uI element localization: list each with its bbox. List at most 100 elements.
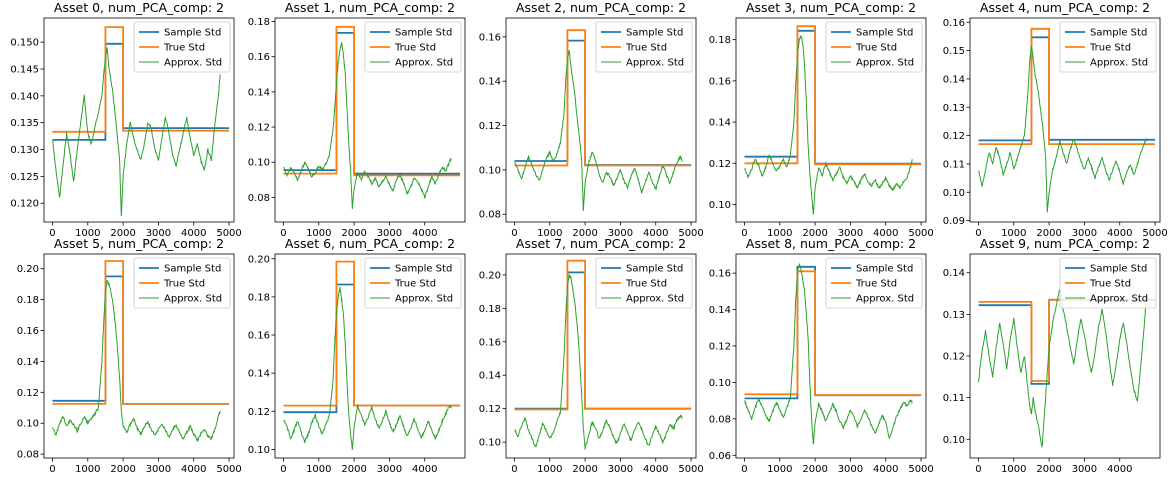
x-tick-label: 4000	[181, 464, 206, 475]
legend-sample-std-label: Sample Std	[626, 28, 683, 39]
x-tick-label: 3000	[838, 464, 863, 475]
plot-lines	[283, 25, 461, 210]
y-tick-label: 0.18	[248, 292, 270, 303]
y-tick-label: 0.18	[17, 295, 39, 306]
sample-std-line	[978, 298, 1156, 385]
x-tick-label: 2000	[572, 228, 597, 239]
legend-approx-std-label: Approx. Std	[164, 58, 222, 69]
x-tick-label: 3000	[377, 464, 402, 475]
legend-approx-std-label: Approx. Std	[395, 294, 453, 305]
legend: Sample Std True Std Approx. Std	[595, 257, 693, 309]
y-tick-label: 0.20	[479, 270, 501, 281]
x-tick-label: 5000	[216, 464, 241, 475]
legend-box	[1059, 21, 1157, 73]
plot-lines	[744, 262, 922, 445]
x-tick-label: 4000	[643, 464, 668, 475]
true-std-line	[514, 29, 692, 167]
x-tick-label: 3000	[146, 228, 171, 239]
x-tick-label: 0	[49, 228, 55, 239]
plot-lines	[283, 260, 461, 450]
subplot-title: Asset 2, num_PCA_comp: 2	[516, 0, 686, 15]
approx-std-line	[514, 50, 683, 211]
x-tick-label: 5000	[678, 228, 703, 239]
legend: Sample Std True Std Approx. Std	[825, 257, 923, 309]
sample-std-line	[52, 42, 230, 141]
x-tick-label: 4000	[873, 228, 898, 239]
true-std-line	[52, 26, 230, 133]
y-tick-label: 0.11	[943, 393, 965, 404]
x-tick-label: 0	[741, 464, 747, 475]
legend-true-std-label: True Std	[394, 279, 436, 290]
x-tick-label: 0	[975, 228, 981, 239]
x-tick-label: 4000	[873, 464, 898, 475]
subplot-8: Asset 8, num_PCA_comp: 2 0 1000 2000 3000 400…	[709, 236, 934, 475]
axes-frame	[735, 253, 927, 459]
y-tick-label: 0.10	[248, 158, 270, 169]
y-tick-label: 0.14	[709, 305, 731, 316]
legend-approx-std-label: Approx. Std	[626, 58, 684, 69]
subplot-title: Asset 8, num_PCA_comp: 2	[746, 236, 916, 251]
true-std-line	[283, 260, 461, 407]
approx-std-line	[283, 286, 452, 450]
legend-sample-std-label: Sample Std	[626, 264, 683, 275]
legend-box	[364, 257, 462, 309]
x-tick-label: 3000	[1072, 228, 1097, 239]
plot-lines	[514, 259, 692, 450]
subplot-title: Asset 4, num_PCA_comp: 2	[980, 0, 1150, 15]
approx-std-line	[52, 47, 221, 217]
legend-approx-std-label: Approx. Std	[1090, 58, 1148, 69]
axes-frame	[274, 17, 466, 223]
x-tick-label: 0	[49, 464, 55, 475]
y-tick-label: 0.12	[709, 159, 731, 170]
legend: Sample Std True Std Approx. Std	[825, 21, 923, 73]
legend-true-std-label: True Std	[1089, 43, 1131, 54]
subplot-2: Asset 2, num_PCA_comp: 2 0 1000 2000 3000 400…	[479, 0, 704, 239]
legend-approx-std-label: Approx. Std	[164, 294, 222, 305]
subplot-title: Asset 3, num_PCA_comp: 2	[746, 0, 916, 15]
true-std-line	[283, 25, 461, 177]
y-tick-label: 0.11	[943, 159, 965, 170]
subplot-5: Asset 5, num_PCA_comp: 2 0 1000 2000 3000 400…	[17, 236, 242, 475]
legend-sample-std-label: Sample Std	[164, 28, 221, 39]
y-tick-label: 0.13	[943, 103, 965, 114]
legend-box	[133, 257, 231, 309]
x-tick-label: 1000	[537, 228, 562, 239]
y-tick-label: 0.140	[10, 91, 39, 102]
y-tick-label: 0.14	[248, 87, 270, 98]
x-tick-label: 2000	[341, 228, 366, 239]
y-tick-label: 0.20	[17, 264, 39, 275]
x-tick-label: 2000	[110, 464, 135, 475]
x-tick-label: 5000	[908, 228, 933, 239]
approx-std-line	[744, 262, 913, 445]
legend-sample-std-label: Sample Std	[164, 264, 221, 275]
true-std-line	[514, 259, 692, 411]
subplot-title: Asset 7, num_PCA_comp: 2	[516, 236, 686, 251]
x-tick-label: 5000	[1142, 228, 1167, 239]
y-tick-label: 0.18	[248, 17, 270, 28]
legend-approx-std-label: Approx. Std	[856, 58, 914, 69]
x-tick-label: 5000	[908, 464, 933, 475]
y-tick-label: 0.18	[709, 35, 731, 46]
y-tick-label: 0.10	[943, 435, 965, 446]
axes-frame	[969, 17, 1161, 223]
plot-lines	[978, 288, 1156, 449]
y-tick-label: 0.150	[10, 38, 39, 49]
x-tick-label: 4000	[181, 228, 206, 239]
legend-true-std-label: True Std	[625, 43, 667, 54]
subplot-title: Asset 9, num_PCA_comp: 2	[980, 236, 1150, 251]
y-tick-label: 0.08	[17, 450, 39, 461]
subplot-7: Asset 7, num_PCA_comp: 2 0 1000 2000 3000 400…	[479, 236, 704, 475]
subplot-6: Asset 6, num_PCA_comp: 2 0 1000 2000 3000 400…	[248, 236, 466, 475]
y-tick-label: 0.08	[709, 414, 731, 425]
x-tick-label: 3000	[377, 228, 402, 239]
axes-frame	[735, 17, 927, 223]
y-tick-label: 0.09	[943, 216, 965, 227]
y-tick-label: 0.12	[248, 123, 270, 134]
subplot-1: Asset 1, num_PCA_comp: 2 0 1000 2000 3000 400…	[248, 0, 466, 239]
x-tick-label: 3000	[146, 464, 171, 475]
axes-frame	[43, 17, 235, 223]
x-tick-label: 1000	[767, 464, 792, 475]
x-tick-label: 4000	[1107, 464, 1132, 475]
y-tick-label: 0.13	[943, 310, 965, 321]
